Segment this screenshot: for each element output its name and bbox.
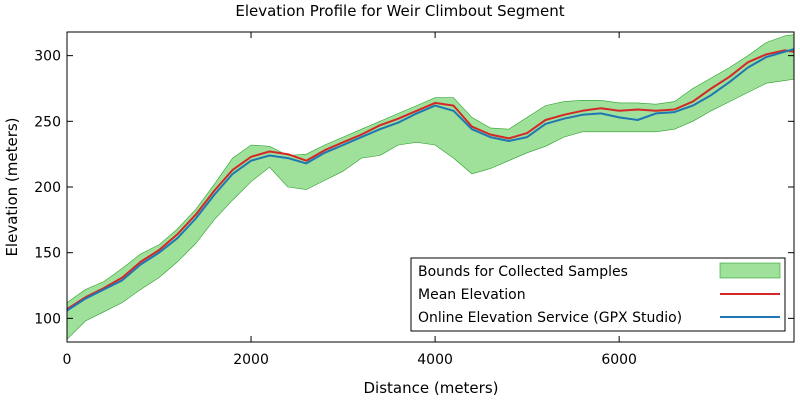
x-tick-label: 0 [63, 352, 72, 368]
mean-elevation-line [66, 49, 795, 311]
legend-label-mean: Mean Elevation [418, 287, 526, 303]
legend: Bounds for Collected Samples Mean Elevat… [410, 257, 786, 332]
y-axis: 100 150 200 250 300 [34, 49, 794, 327]
x-tick-label: 4000 [417, 352, 453, 368]
y-tick-label: 300 [34, 49, 61, 65]
y-tick-label: 200 [34, 180, 61, 196]
y-tick-label: 100 [34, 311, 61, 327]
x-tick-label: 6000 [601, 352, 637, 368]
legend-label-bounds: Bounds for Collected Samples [418, 264, 628, 280]
gpx-studio-elevation-line [66, 48, 795, 312]
x-axis-label: Distance (meters) [364, 379, 499, 397]
y-tick-label: 250 [34, 114, 61, 130]
chart-title: Elevation Profile for Weir Climbout Segm… [235, 2, 564, 20]
x-tick-label: 2000 [233, 352, 269, 368]
legend-label-gpx-studio: Online Elevation Service (GPX Studio) [418, 310, 682, 326]
legend-swatch-bounds [719, 262, 781, 279]
y-tick-label: 150 [34, 246, 61, 262]
x-axis: 0 2000 4000 6000 [63, 32, 637, 368]
y-axis-label: Elevation (meters) [3, 117, 21, 256]
